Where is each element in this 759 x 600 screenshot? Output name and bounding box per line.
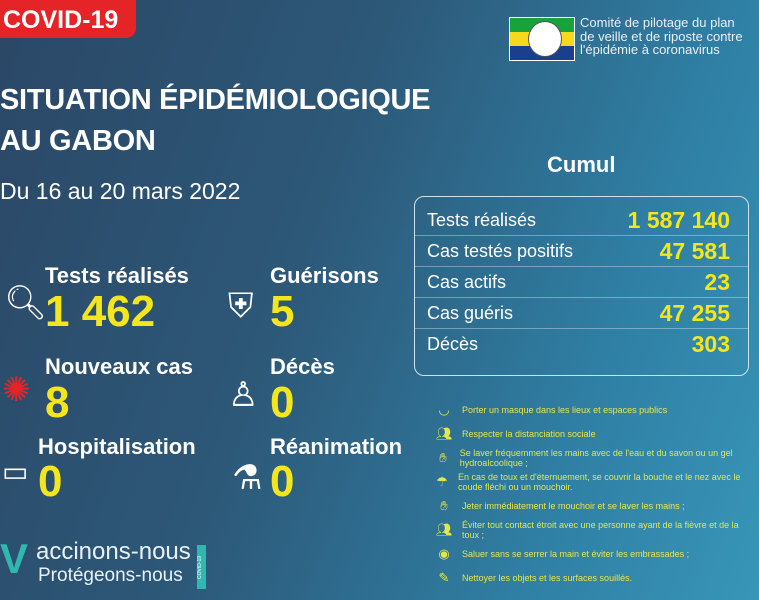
recoveries-value: 5	[270, 287, 295, 336]
cumul-row: Cas actifs 23	[415, 267, 748, 298]
cumul-row: Tests réalisés 1 587 140	[415, 205, 748, 236]
cumul-label: Tests réalisés	[427, 209, 537, 230]
cumul-value: 303	[691, 331, 730, 357]
tip-item: 👥︎ Respecter la distanciation sociale	[436, 422, 756, 446]
slogan-line-1: accinons-nous	[36, 538, 191, 565]
hospital-bed-icon: ▭	[2, 456, 29, 487]
tests-value: 1 462	[45, 287, 156, 336]
cleaning-icon: ✎	[438, 570, 450, 585]
committee-line: Comité de pilotage du plan	[580, 15, 735, 30]
person-cross-icon: ♙	[228, 376, 259, 414]
cough-icon: ☂	[436, 474, 448, 489]
slogan-line-2: Protégeons-nous	[38, 565, 183, 586]
cumul-row: Décès 303	[415, 329, 748, 360]
handwash-icon: ✋︎	[440, 498, 448, 513]
committee-text: Comité de pilotage du plan de veille et …	[580, 16, 743, 57]
cumul-label: Cas guéris	[427, 302, 514, 323]
tip-text: Porter un masque dans les lieux et espac…	[462, 405, 668, 415]
tests-label: Tests réalisés	[45, 263, 189, 288]
new-cases-label: Nouveaux cas	[45, 354, 193, 379]
handwash-icon: ✋︎	[439, 450, 447, 465]
tip-item: ✋︎ Jeter immédiatement le mouchoir et se …	[436, 494, 756, 518]
vaccination-slogan: V accinons-nous Protégeons-nous COVID-19	[0, 535, 260, 595]
tip-text: Nettoyer les objets et les surfaces soui…	[462, 573, 633, 583]
covid-badge: COVID-19	[197, 545, 206, 589]
tip-item: ◉ Saluer sans se serrer la main et éviter…	[436, 542, 756, 566]
new-cases-value: 8	[45, 378, 70, 427]
cumul-value: 47 255	[659, 299, 730, 326]
cumul-value: 47 581	[659, 237, 730, 264]
title-line-2: AU GABON	[0, 125, 156, 157]
date-range: Du 16 au 20 mars 2022	[0, 178, 241, 204]
tip-item: ◡ Porter un masque dans les lieux et espa…	[436, 398, 756, 422]
greeting-icon: ◉	[438, 546, 450, 561]
title-line-1: SITUATION ÉPIDÉMIOLOGIQUE	[0, 84, 431, 116]
cumul-label: Cas actifs	[427, 271, 507, 292]
cumul-row: Cas testés positifs 47 581	[415, 236, 748, 267]
deaths-value: 0	[270, 378, 295, 427]
tip-item: ✋︎ Se laver fréquemment les mains avec de…	[436, 446, 756, 470]
prevention-tips: ◡ Porter un masque dans les lieux et espa…	[436, 398, 756, 590]
tip-text: En cas de toux et d'éternuement, se couv…	[457, 472, 741, 492]
cumul-table: Tests réalisés 1 587 140 Cas testés positi…	[414, 196, 749, 376]
distancing-icon: 👥︎	[436, 522, 453, 537]
recoveries-label: Guérisons	[270, 263, 379, 288]
tip-text: Se laver fréquemment les mains avec de l…	[459, 448, 733, 468]
tip-item: 👥︎ Éviter tout contact étroit avec une pe…	[436, 518, 756, 542]
committee-line: de veille et de riposte contre	[580, 28, 743, 44]
mask-icon: ◡	[438, 402, 450, 417]
magnifier-icon: 🔍︎	[4, 284, 48, 322]
hospitalisation-label: Hospitalisation	[38, 434, 196, 459]
tip-text: Éviter tout contact étroit avec une pers…	[462, 520, 739, 540]
tip-item: ✎ Nettoyer les objets et les surfaces sou…	[436, 566, 756, 590]
tip-item: ☂ En cas de toux et d'éternuement, se cou…	[436, 470, 756, 494]
oxygen-tank-icon: ⚗	[232, 459, 263, 497]
icu-value: 0	[270, 457, 295, 506]
deaths-label: Décès	[270, 354, 335, 379]
cumul-value: 23	[704, 268, 730, 295]
cumul-label: Décès	[427, 334, 479, 354]
cumul-row: Cas guéris 47 255	[415, 298, 748, 329]
shield-cross-icon: ⛨	[228, 287, 254, 325]
cumul-title: Cumul	[547, 152, 616, 177]
cumul-label: Cas testés positifs	[427, 240, 574, 261]
covid-tag: COVID-19	[0, 0, 136, 38]
victory-hand-icon: V	[0, 535, 29, 582]
page-title: SITUATION ÉPIDÉMIOLOGIQUE AU GABON	[0, 80, 431, 162]
icu-label: Réanimation	[270, 434, 403, 459]
tip-text: Saluer sans se serrer la main et éviter …	[462, 549, 690, 559]
tip-text: Jeter immédiatement le mouchoir et se la…	[462, 501, 685, 511]
distancing-icon: 👥︎	[436, 426, 453, 441]
gabon-emblem-logo	[509, 17, 575, 61]
tip-text: Respecter la distanciation sociale	[462, 429, 596, 439]
committee-line: l'épidémie à coronavirus	[580, 42, 720, 57]
hospitalisation-value: 0	[38, 457, 63, 506]
cumul-value: 1 587 140	[627, 206, 730, 233]
virus-icon: ✺	[2, 371, 31, 409]
